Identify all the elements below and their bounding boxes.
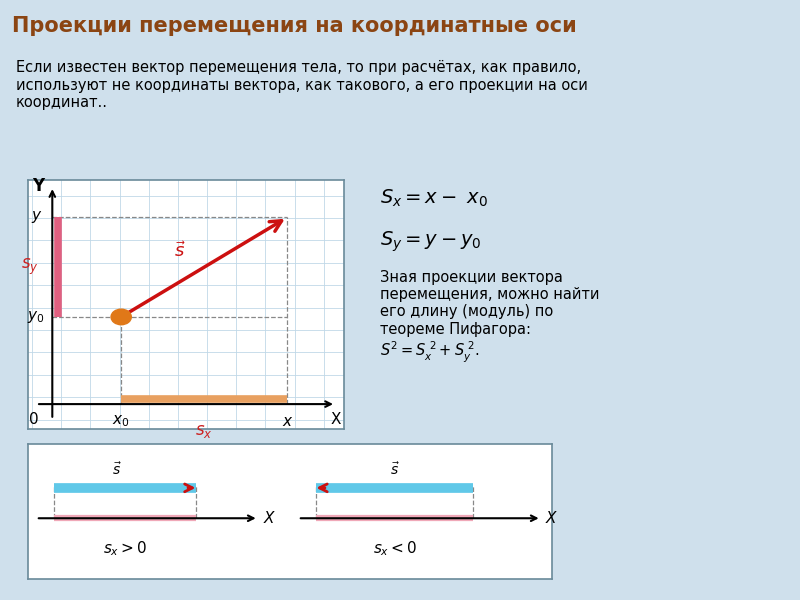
Text: Y: Y <box>32 177 44 195</box>
Text: $y$: $y$ <box>31 209 42 226</box>
Text: $s_x > 0$: $s_x > 0$ <box>103 539 147 558</box>
Text: $S_x = x -\  x_0$: $S_x = x -\ x_0$ <box>381 187 489 209</box>
Text: $s_y$: $s_y$ <box>21 257 39 277</box>
Text: $\vec{s}$: $\vec{s}$ <box>112 461 122 478</box>
Text: $\vec{s}$: $\vec{s}$ <box>390 461 400 478</box>
Circle shape <box>111 309 131 325</box>
Text: 0: 0 <box>30 412 39 427</box>
Text: $s_x$: $s_x$ <box>195 422 213 440</box>
Text: Если известен вектор перемещения тела, то при расчётах, как правило,
используют : Если известен вектор перемещения тела, т… <box>16 61 588 110</box>
Text: X: X <box>546 511 556 526</box>
Text: $x$: $x$ <box>282 414 293 429</box>
Text: Проекции перемещения на координатные оси: Проекции перемещения на координатные оси <box>12 16 577 35</box>
Text: X: X <box>330 412 341 427</box>
Text: $\vec{s}$: $\vec{s}$ <box>174 241 186 261</box>
Text: X: X <box>264 511 274 526</box>
Text: Зная проекции вектора
перемещения, можно найти
его длину (модуль) по
теореме Пиф: Зная проекции вектора перемещения, можно… <box>381 269 600 365</box>
Text: $y_0$: $y_0$ <box>26 309 44 325</box>
Text: $s_x < 0$: $s_x < 0$ <box>373 539 417 558</box>
Text: $x_0$: $x_0$ <box>113 413 130 429</box>
Text: $S_y = y - y_0$: $S_y = y - y_0$ <box>381 230 482 254</box>
